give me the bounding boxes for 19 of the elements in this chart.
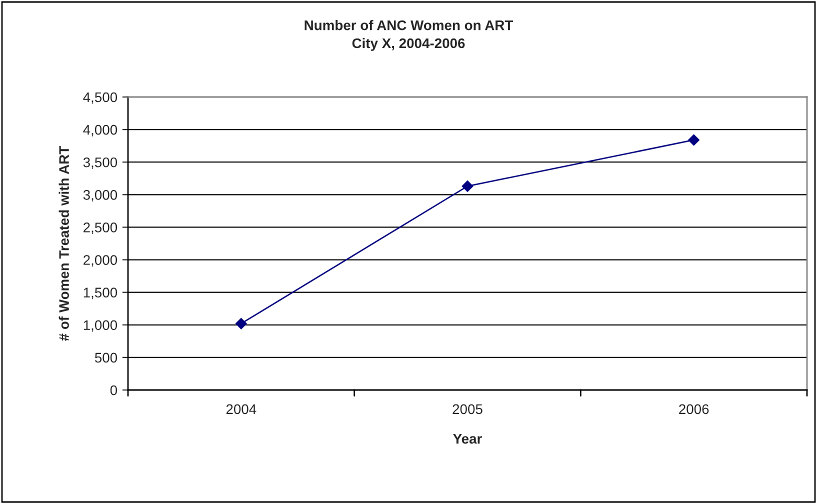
point [688, 134, 700, 146]
y-tick-label: 1,000 [84, 320, 118, 332]
y-tick-label: 2,000 [84, 255, 118, 267]
point [462, 180, 474, 192]
y-tick-label: 4,000 [83, 124, 118, 136]
y-tick-label: 0 [110, 385, 118, 396]
point [236, 318, 247, 330]
x-tick-label: 2006 [679, 404, 709, 414]
y-axis-title: # of Women Treated with ART [58, 146, 69, 341]
x-axis-title: Year [453, 434, 482, 444]
y-tick-label: 2,500 [84, 222, 118, 234]
y-tick-label: 3,000 [83, 190, 118, 202]
x-tick-label: 2005 [452, 404, 482, 414]
y-tick-label: 500 [94, 352, 118, 363]
x-tick-label: 2004 [226, 404, 256, 414]
y-tick-label: 3,500 [83, 157, 118, 169]
y-tick-label: 4,500 [83, 92, 118, 104]
chart-title: Number of ANC Women on ART City X, 2004-2006 [304, 20, 514, 51]
y-tick-label: 1,500 [84, 288, 118, 300]
